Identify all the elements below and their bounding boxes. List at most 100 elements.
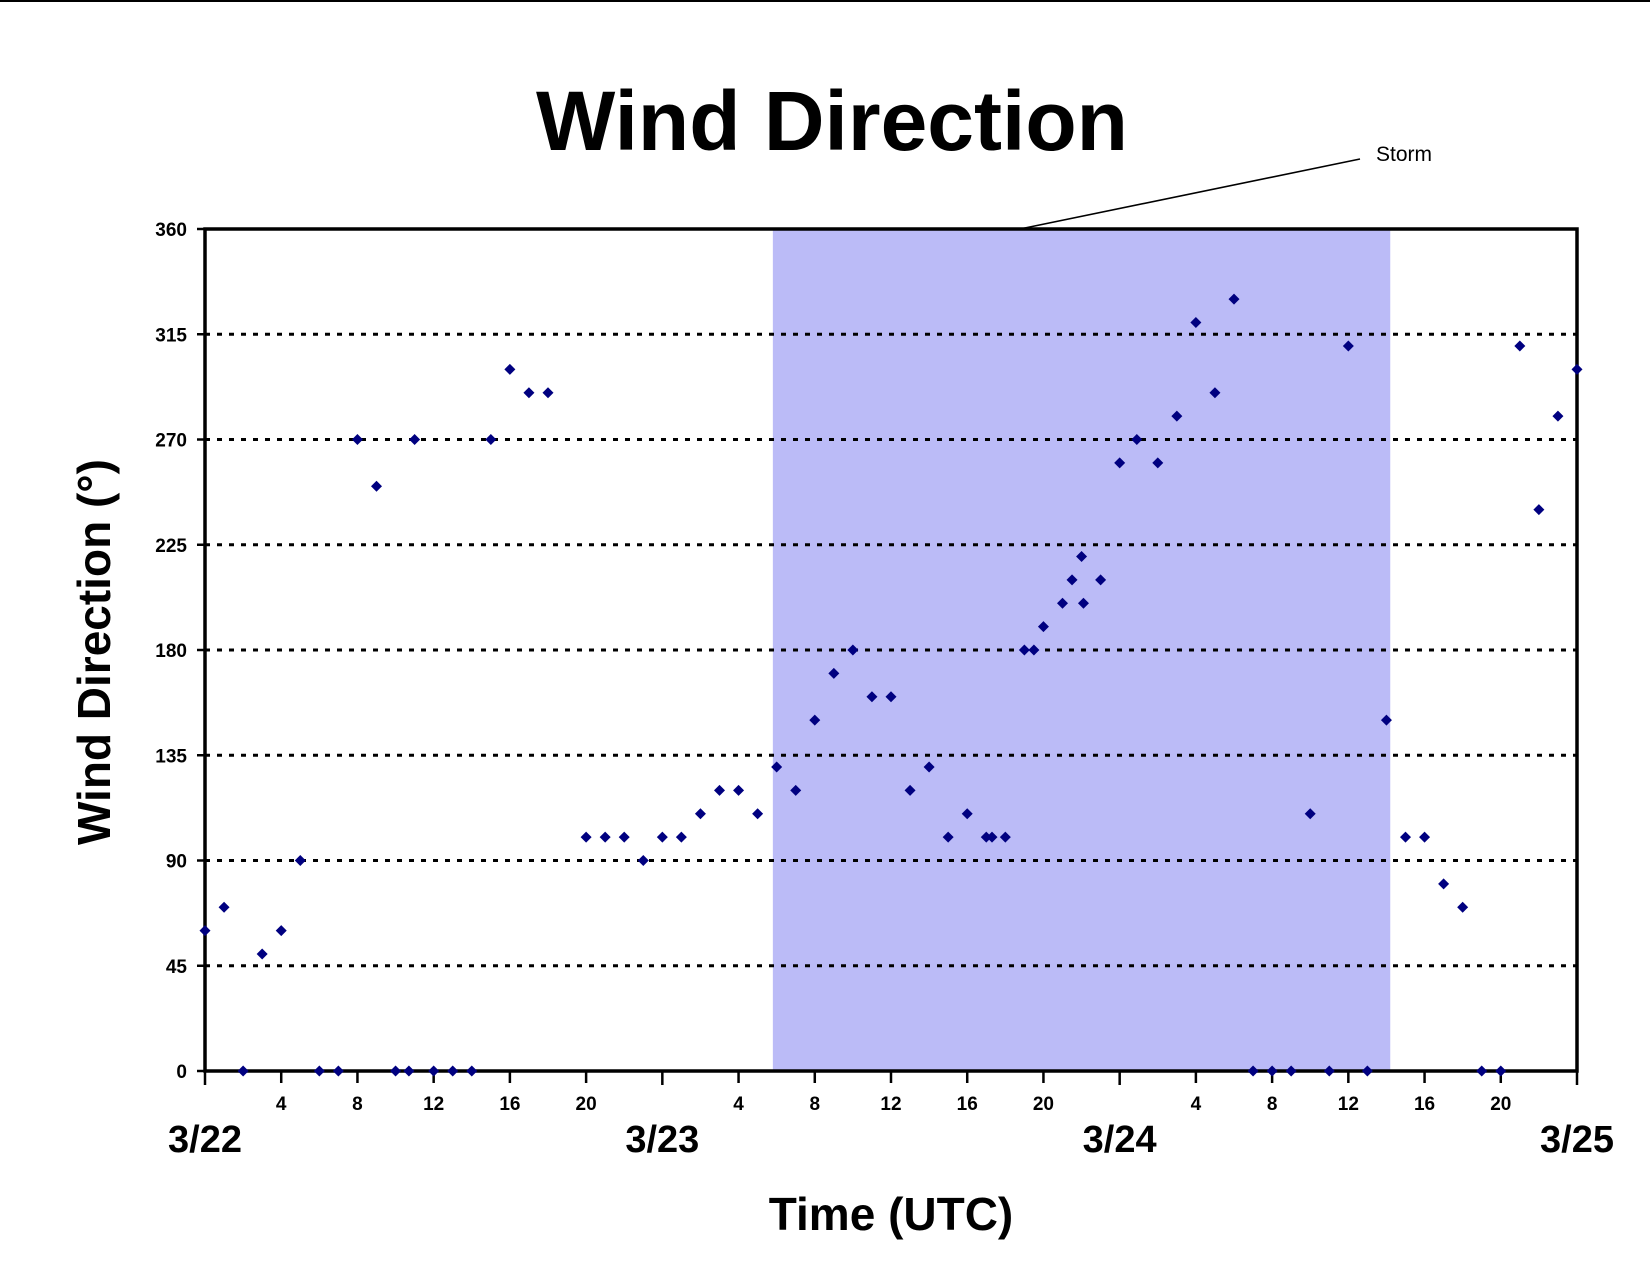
data-point-30 [771,761,783,773]
data-point-1 [218,901,230,913]
data-point-65 [1361,1065,1373,1077]
data-point-36 [885,691,897,703]
data-point-73 [1514,340,1526,352]
y-tick-label-360: 360 [155,220,187,241]
data-point-20 [580,831,592,843]
data-point-15 [466,1065,478,1077]
data-point-37 [904,784,916,796]
data-point-42 [986,831,998,843]
y-tick-label-315: 315 [155,325,187,346]
y-tick-label-135: 135 [155,746,187,767]
data-point-21 [599,831,611,843]
x-tick-label-0: 4 [276,1094,287,1115]
chart-title: Wind Direction [536,74,1128,168]
x-tick-label-3: 16 [499,1094,520,1115]
data-point-50 [1077,597,1089,609]
data-point-2 [237,1065,249,1077]
data-point-63 [1323,1065,1335,1077]
data-point-58 [1228,293,1240,305]
y-tick-label-90: 90 [166,852,187,873]
data-point-23 [637,855,649,866]
y-tick-label-270: 270 [155,431,187,452]
storm-annotation-label: Storm [1376,143,1432,166]
data-point-62 [1304,808,1316,820]
data-point-3 [256,948,268,960]
data-point-69 [1438,878,1450,890]
data-point-39 [942,831,954,843]
date-label-1: 3/23 [625,1119,699,1161]
data-point-44 [1018,644,1030,656]
x-tick-label-10: 4 [1191,1094,1202,1115]
data-point-52 [1114,457,1126,469]
data-point-10 [390,1065,402,1077]
data-point-5 [294,855,306,866]
data-point-14 [447,1065,459,1077]
data-point-66 [1380,714,1392,726]
data-point-24 [656,831,668,843]
data-point-29 [752,808,764,820]
data-point-4 [275,925,287,937]
data-point-38 [923,761,935,773]
data-points-layer [199,293,1583,1077]
x-tick-label-5: 4 [733,1094,744,1115]
date-label-0: 3/22 [168,1119,242,1161]
data-point-0 [199,925,211,937]
data-point-26 [694,808,706,820]
x-axis-title: Time (UTC) [769,1188,1014,1240]
data-point-7 [332,1065,344,1077]
data-point-12 [409,434,421,445]
data-point-28 [733,784,745,796]
x-tick-label-2: 12 [423,1094,444,1115]
x-tick-label-7: 12 [880,1094,901,1115]
x-tick-label-14: 20 [1490,1094,1511,1115]
data-point-16 [485,434,497,445]
data-point-27 [714,784,725,796]
data-point-35 [866,691,878,703]
y-tick-label-180: 180 [155,641,187,662]
x-tick-label-1: 8 [352,1094,363,1115]
gridlines-layer [205,332,1577,968]
x-tick-label-9: 20 [1033,1094,1054,1115]
data-point-31 [790,784,802,796]
data-point-53 [1131,434,1143,445]
data-point-49 [1076,550,1088,562]
data-point-76 [1571,363,1583,375]
data-point-54 [1152,457,1164,469]
data-point-13 [428,1065,440,1077]
y-axis-title: Wind Direction (°) [68,459,120,845]
data-point-64 [1342,340,1354,352]
date-label-3: 3/25 [1540,1119,1614,1161]
data-point-11 [403,1065,415,1077]
x-tick-label-13: 16 [1414,1094,1435,1115]
data-point-40 [961,808,973,820]
data-point-51 [1095,574,1107,586]
data-point-32 [809,714,821,726]
data-point-43 [999,831,1011,843]
data-point-67 [1400,831,1411,843]
storm-annotation: Storm [1019,143,1432,230]
data-point-57 [1209,387,1221,399]
x-tick-label-11: 8 [1267,1094,1278,1115]
data-point-71 [1476,1065,1488,1077]
y-tick-label-225: 225 [155,536,187,557]
data-point-75 [1552,410,1564,422]
data-point-56 [1190,317,1202,329]
data-point-18 [523,387,535,399]
storm-annotation-leader-line [1019,158,1361,230]
data-point-55 [1171,410,1183,422]
x-tick-label-4: 20 [576,1094,597,1115]
data-point-47 [1057,597,1068,609]
data-point-45 [1028,644,1040,656]
x-ticks-layer: 3/22 3/23 3/24 3/25 4 8 12 16 20 4 8 12 16 20 4 8 12 16 20 [168,1071,1614,1161]
data-point-6 [313,1065,325,1077]
data-point-22 [618,831,630,843]
data-point-74 [1533,504,1545,516]
y-tick-label-45: 45 [166,957,188,978]
data-point-46 [1037,621,1049,633]
data-point-68 [1419,831,1431,843]
data-point-19 [542,387,554,399]
data-point-59 [1247,1065,1259,1077]
data-point-17 [504,363,516,375]
x-tick-label-8: 16 [957,1094,978,1115]
